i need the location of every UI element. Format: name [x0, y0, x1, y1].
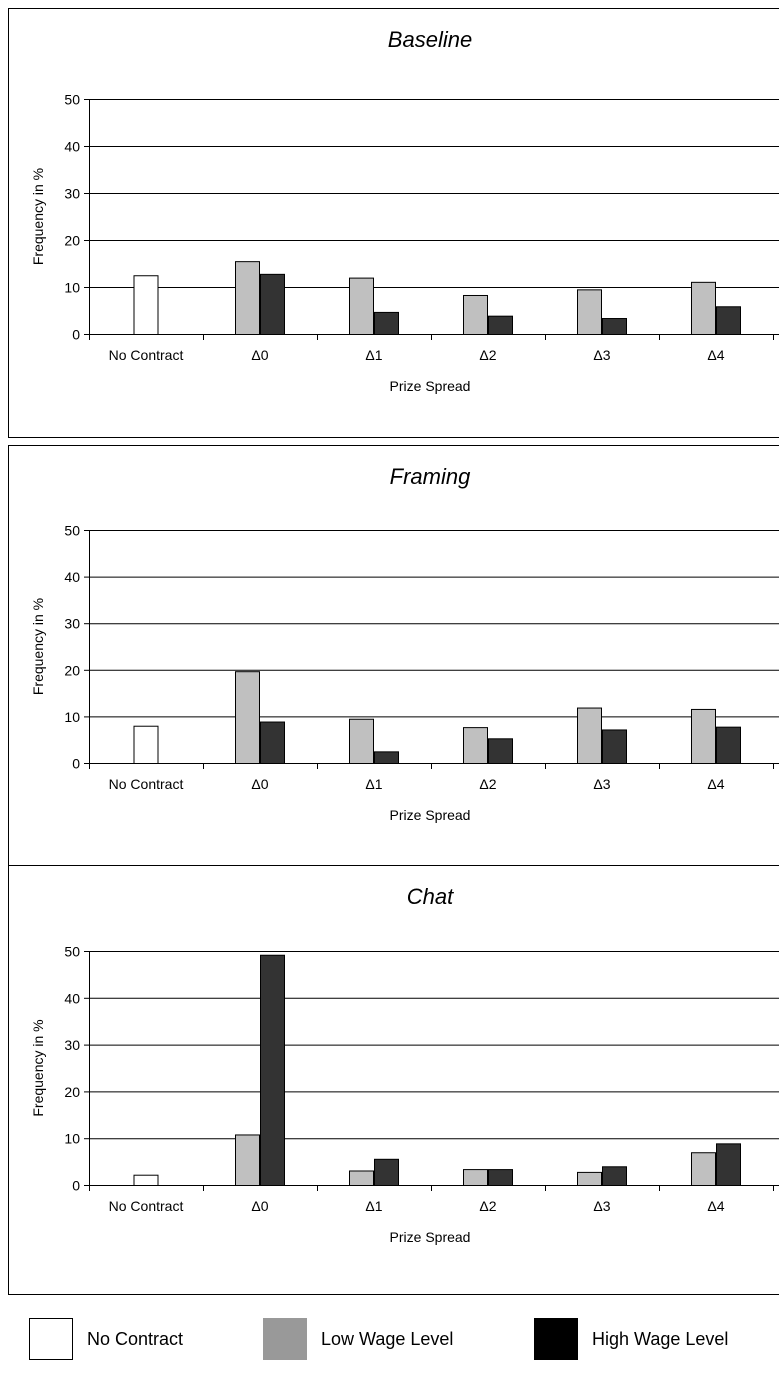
y-axis-label: Frequency in % [30, 168, 46, 265]
chart-title: Framing [390, 464, 471, 489]
bar [374, 311, 399, 336]
y-tick-label: 50 [64, 92, 80, 108]
bar [716, 306, 741, 335]
chart-title: Baseline [388, 27, 472, 52]
legend-label-no-contract: No Contract [87, 1329, 184, 1349]
x-tick-label: Δ3 [593, 776, 610, 792]
y-tick-label: 0 [72, 327, 80, 343]
x-tick-label: No Contract [109, 776, 184, 792]
legend-label-low-wage: Low Wage Level [321, 1329, 454, 1349]
chart-svg-framing: Framing 0 10 20 30 40 50 No Contract Δ0 Δ1 Δ2 Δ3 Δ4 P… [30, 464, 779, 823]
bar [235, 671, 260, 764]
bar [716, 1143, 741, 1186]
y-tick-label: 0 [72, 756, 80, 772]
x-tick-label: Δ0 [251, 1198, 268, 1214]
x-tick-label: Δ0 [251, 776, 268, 792]
x-tick-label: Δ1 [365, 1198, 382, 1214]
y-tick-label: 30 [64, 616, 80, 632]
legend-swatch-high-wage [534, 1318, 578, 1360]
bar [374, 751, 399, 765]
bar [602, 729, 627, 764]
x-tick-label: Δ2 [479, 776, 496, 792]
x-tick-label: Δ4 [707, 1198, 724, 1214]
bar [463, 1169, 488, 1187]
chart-title: Chat [407, 884, 454, 909]
y-tick-label: 30 [64, 186, 80, 202]
chart-svg-baseline: Baseline 0 10 20 30 40 50 No Contract Δ0 Δ1 Δ2 Δ3 Δ4… [30, 27, 779, 394]
bar [691, 281, 716, 335]
legend-swatch-no-contract [29, 1318, 73, 1360]
y-tick-label: 10 [64, 709, 80, 725]
chart-svg-chat: Chat 0 10 20 30 40 50 No Contract Δ0 Δ1 Δ2 Δ3 Δ4 Priz… [30, 884, 779, 1245]
y-tick-label: 20 [64, 233, 80, 249]
bar [488, 315, 513, 336]
y-axis-label: Frequency in % [30, 598, 46, 695]
x-tick-label: Δ3 [593, 1198, 610, 1214]
y-tick-label: 20 [64, 662, 80, 678]
bar [349, 1170, 374, 1187]
y-tick-label: 50 [64, 523, 80, 539]
y-tick-label: 10 [64, 1131, 80, 1147]
x-tick-label: Δ4 [707, 776, 724, 792]
legend-label-high-wage: High Wage Level [592, 1329, 729, 1349]
legend-swatch-low-wage [263, 1318, 307, 1360]
bar [691, 1152, 716, 1186]
x-axis-label: Prize Spread [390, 1229, 471, 1245]
x-axis-label: Prize Spread [390, 378, 471, 394]
x-tick-label: Δ2 [479, 1198, 496, 1214]
y-tick-label: 40 [64, 139, 80, 155]
bar [133, 725, 159, 764]
y-tick-label: 40 [64, 990, 80, 1006]
x-tick-label: Δ2 [479, 347, 496, 363]
bar [577, 289, 602, 336]
x-tick-label: Δ3 [593, 347, 610, 363]
x-axis-label: Prize Spread [390, 807, 471, 823]
y-tick-label: 50 [64, 944, 80, 960]
bar [235, 1134, 260, 1186]
bar [691, 708, 716, 764]
y-tick-label: 10 [64, 280, 80, 296]
y-tick-label: 30 [64, 1037, 80, 1053]
legend: No Contract Low Wage Level High Wage Lev… [0, 1318, 779, 1362]
bar [260, 273, 285, 335]
bar [463, 727, 488, 765]
bar [374, 1158, 399, 1186]
x-tick-label: Δ1 [365, 347, 382, 363]
chart-panel-framing: Framing 0 10 20 30 40 50 No Contract Δ0 Δ1 Δ2 Δ3 Δ4 P… [8, 445, 779, 875]
bar [602, 318, 627, 335]
x-tick-label: No Contract [109, 1198, 184, 1214]
bar [260, 721, 285, 764]
y-tick-label: 20 [64, 1084, 80, 1100]
bar [133, 275, 159, 335]
bar [349, 718, 374, 765]
bar [463, 294, 488, 335]
bar [488, 738, 513, 765]
bar [133, 1174, 159, 1187]
bar [577, 1171, 602, 1186]
bar [602, 1166, 627, 1186]
x-tick-label: Δ0 [251, 347, 268, 363]
chart-panel-chat: Chat 0 10 20 30 40 50 No Contract Δ0 Δ1 Δ2 Δ3 Δ4 Priz… [8, 865, 779, 1295]
bar [260, 954, 285, 1186]
y-axis-label: Frequency in % [30, 1019, 46, 1116]
bar [349, 277, 374, 336]
x-tick-label: Δ4 [707, 347, 724, 363]
chart-panel-baseline: Baseline 0 10 20 30 40 50 No Contract Δ0 Δ1 Δ2 Δ3 Δ4… [8, 8, 779, 438]
bar [235, 261, 260, 335]
bar [488, 1169, 513, 1187]
x-tick-label: Δ1 [365, 776, 382, 792]
x-tick-label: No Contract [109, 347, 184, 363]
bar [577, 707, 602, 764]
bar [716, 726, 741, 765]
y-tick-label: 40 [64, 569, 80, 585]
y-tick-label: 0 [72, 1178, 80, 1194]
